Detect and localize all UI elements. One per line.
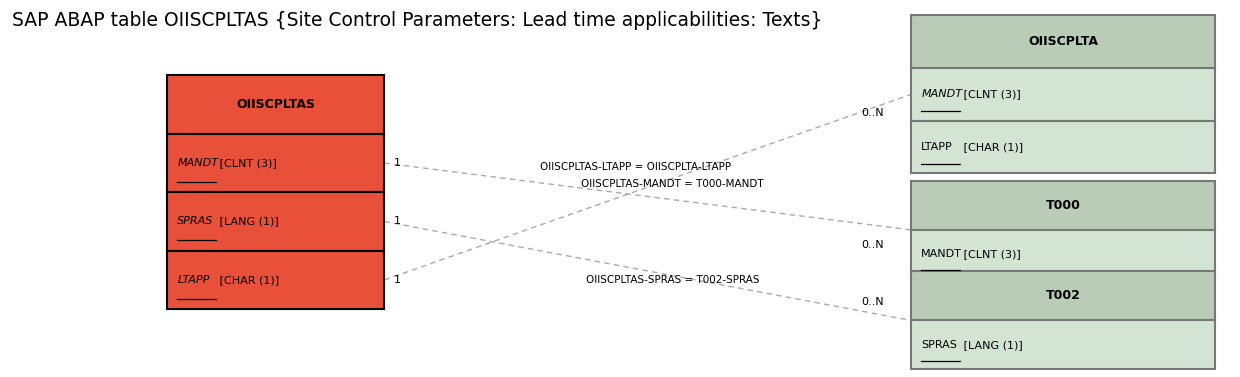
Text: OIISCPLTAS: OIISCPLTAS <box>237 98 315 111</box>
Text: SPRAS: SPRAS <box>921 340 957 350</box>
Bar <box>167 75 384 134</box>
Bar <box>911 121 1215 173</box>
Text: SPRAS: SPRAS <box>177 216 213 227</box>
Text: [LANG (1)]: [LANG (1)] <box>216 216 279 227</box>
Text: OIISCPLTAS-LTAPP = OIISCPLTA-LTAPP: OIISCPLTAS-LTAPP = OIISCPLTA-LTAPP <box>539 162 732 172</box>
Text: 1: 1 <box>394 275 402 285</box>
Text: 0..N: 0..N <box>862 240 884 250</box>
Bar <box>911 320 1215 369</box>
Text: [CHAR (1)]: [CHAR (1)] <box>216 275 279 285</box>
Text: [CLNT (3)]: [CLNT (3)] <box>960 89 1021 99</box>
Bar <box>167 251 384 309</box>
Text: T002: T002 <box>1045 290 1081 302</box>
Text: LTAPP: LTAPP <box>177 275 210 285</box>
Text: MANDT: MANDT <box>177 158 218 168</box>
Text: [LANG (1)]: [LANG (1)] <box>960 340 1023 350</box>
Text: 1: 1 <box>394 158 402 168</box>
Bar <box>911 271 1215 320</box>
Text: OIISCPLTAS-MANDT = T000-MANDT: OIISCPLTAS-MANDT = T000-MANDT <box>582 179 764 189</box>
Text: OIISCPLTAS-SPRAS = T002-SPRAS: OIISCPLTAS-SPRAS = T002-SPRAS <box>587 275 759 285</box>
Text: 1: 1 <box>394 216 402 227</box>
Text: LTAPP: LTAPP <box>921 142 954 152</box>
Bar <box>167 134 384 192</box>
Bar <box>911 15 1215 68</box>
Text: [CHAR (1)]: [CHAR (1)] <box>960 142 1023 152</box>
Text: MANDT: MANDT <box>921 250 962 259</box>
Text: T000: T000 <box>1045 199 1081 212</box>
Bar <box>911 230 1215 279</box>
Text: SAP ABAP table OIISCPLTAS {Site Control Parameters: Lead time applicabilities: T: SAP ABAP table OIISCPLTAS {Site Control … <box>12 11 823 30</box>
Text: [CLNT (3)]: [CLNT (3)] <box>960 250 1021 259</box>
Bar <box>167 192 384 251</box>
Bar <box>911 181 1215 230</box>
Text: OIISCPLTA: OIISCPLTA <box>1028 35 1099 48</box>
Text: MANDT: MANDT <box>921 89 962 99</box>
Text: 0..N: 0..N <box>862 108 884 118</box>
Bar <box>911 68 1215 121</box>
Text: 0..N: 0..N <box>862 297 884 307</box>
Text: [CLNT (3)]: [CLNT (3)] <box>216 158 277 168</box>
